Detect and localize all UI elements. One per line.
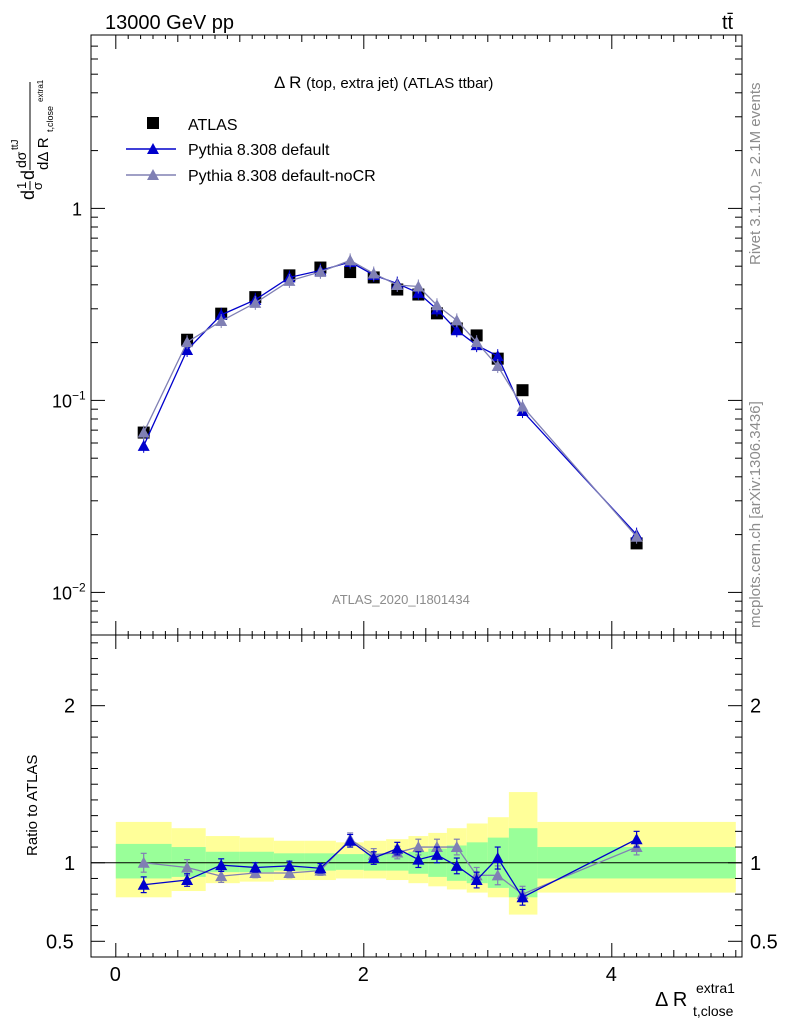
ratio-point-default: [249, 861, 262, 873]
ratio-point-default: [516, 891, 529, 903]
energy-label: 13000 GeV pp: [105, 12, 234, 34]
legend: ATLAS Pythia 8.308 default Pythia 8.308 …: [126, 117, 376, 185]
legend-marker-atlas: [147, 117, 159, 129]
ratio-line-0: [143, 838, 637, 899]
main-y-axis-label: d 1 σ d dσ ttJ dΔ R t,close extra1: [10, 79, 55, 200]
series-line-1: [143, 261, 638, 536]
data-point-default: [181, 344, 194, 356]
ratio-point-nocr: [181, 861, 194, 873]
ratio-y-tick-label: 2: [64, 696, 75, 718]
ratio-point-default: [430, 848, 443, 860]
svg-text:d: d: [18, 170, 38, 180]
uncertainty-band-green: [335, 854, 364, 870]
ratio-point-default: [344, 834, 357, 846]
svg-text:extra1: extra1: [696, 980, 735, 996]
svg-text:t,close: t,close: [45, 106, 55, 132]
legend-label-atlas: ATLAS: [188, 117, 238, 134]
legend-marker-nocr: [147, 169, 159, 180]
ratio-y-tick-label-right: 0.5: [750, 931, 778, 953]
analysis-watermark: ATLAS_2020_I1801434: [332, 592, 470, 607]
data-point-nocr: [249, 296, 262, 308]
data-point-nocr: [491, 360, 504, 372]
data-point-atlas: [344, 266, 357, 279]
data-point-default: [491, 350, 504, 362]
data-point-nocr: [314, 265, 327, 277]
ratio-point-nocr: [283, 866, 296, 878]
legend-label-default: Pythia 8.308 default: [188, 142, 330, 159]
x-tick-label: 2: [358, 964, 369, 986]
x-axis-label: Δ R extra1 t,close: [655, 980, 735, 1019]
ratio-point-nocr: [491, 869, 504, 881]
data-point-default: [450, 324, 463, 336]
ratio-y-tick-label-right: 1: [750, 853, 761, 875]
svg-text:dΔ R: dΔ R: [35, 137, 52, 170]
data-point-nocr: [367, 267, 380, 279]
main-title: Δ R (top, extra jet) (ATLAS ttbar): [274, 73, 493, 92]
svg-text:Δ R: Δ R: [655, 989, 687, 1011]
data-point-nocr: [630, 530, 643, 542]
data-point-nocr: [412, 280, 425, 292]
ratio-point-default: [367, 852, 380, 864]
svg-text:1: 1: [14, 182, 29, 189]
ratio-y-tick-label: 1: [64, 853, 75, 875]
process-label: tt̄: [722, 12, 734, 34]
legend-marker-default: [147, 143, 159, 154]
x-tick-label: 0: [110, 964, 121, 986]
ratio-point-default: [215, 859, 228, 871]
ratio-point-default: [391, 842, 404, 854]
svg-text:dσ: dσ: [13, 151, 29, 168]
series-line-2: [143, 259, 638, 538]
data-point-nocr: [430, 299, 443, 311]
ratio-point-nocr: [137, 856, 150, 868]
data-point-default: [137, 439, 150, 451]
ratio-marks: [137, 830, 643, 906]
data-point-nocr: [391, 279, 404, 291]
data-point-nocr: [215, 315, 228, 327]
ratio-y-tick-label: 0.5: [46, 931, 74, 953]
ratio-point-default: [137, 878, 150, 890]
rivet-label: Rivet 3.1.10, ≥ 2.1M events: [747, 83, 764, 266]
main-marks: [137, 253, 643, 550]
uncertainty-band-green: [386, 853, 409, 871]
data-point-nocr: [450, 314, 463, 326]
data-point-nocr: [344, 254, 357, 266]
svg-text:ttJ: ttJ: [10, 139, 21, 150]
uncertainty-band-green: [304, 853, 336, 871]
data-point-nocr: [137, 426, 150, 438]
x-tick-label: 4: [606, 964, 617, 986]
ratio-point-nocr: [450, 841, 463, 853]
ratio-point-default: [283, 859, 296, 871]
data-point-nocr: [516, 400, 529, 412]
main-y-tick-label: 10−1: [52, 388, 86, 411]
source-label: mcplots.cern.ch [arXiv:1306.3436]: [747, 401, 764, 628]
data-point-atlas: [516, 384, 529, 397]
legend-label-nocr: Pythia 8.308 default-noCR: [188, 168, 376, 185]
ratio-point-default: [470, 874, 483, 886]
svg-text:σ: σ: [30, 182, 45, 190]
ratio-point-nocr: [412, 841, 425, 853]
ratio-y-tick-label-right: 2: [750, 696, 761, 718]
ratio-point-default: [450, 859, 463, 871]
ratio-axes: 0.5 0.5 1 1 2 2 0 2 4: [46, 635, 778, 986]
data-point-nocr: [470, 336, 483, 348]
data-point-nocr: [283, 274, 296, 286]
svg-text:d: d: [18, 190, 38, 200]
ratio-point-nocr: [215, 870, 228, 882]
ratio-point-default: [181, 874, 194, 886]
svg-text:t,close: t,close: [693, 1003, 734, 1019]
ratio-point-default: [630, 833, 643, 845]
ratio-point-default: [412, 853, 425, 865]
ratio-point-default: [491, 852, 504, 864]
svg-text:extra1: extra1: [36, 79, 45, 102]
ratio-bands: [91, 792, 742, 915]
ratio-plot-frame: [90, 634, 743, 958]
main-y-tick-label: 10−2: [52, 580, 86, 603]
main-y-tick-label: 1: [72, 199, 82, 219]
ratio-point-default: [314, 862, 327, 874]
data-point-nocr: [181, 336, 194, 348]
ratio-y-axis-label: Ratio to ATLAS: [24, 755, 41, 856]
